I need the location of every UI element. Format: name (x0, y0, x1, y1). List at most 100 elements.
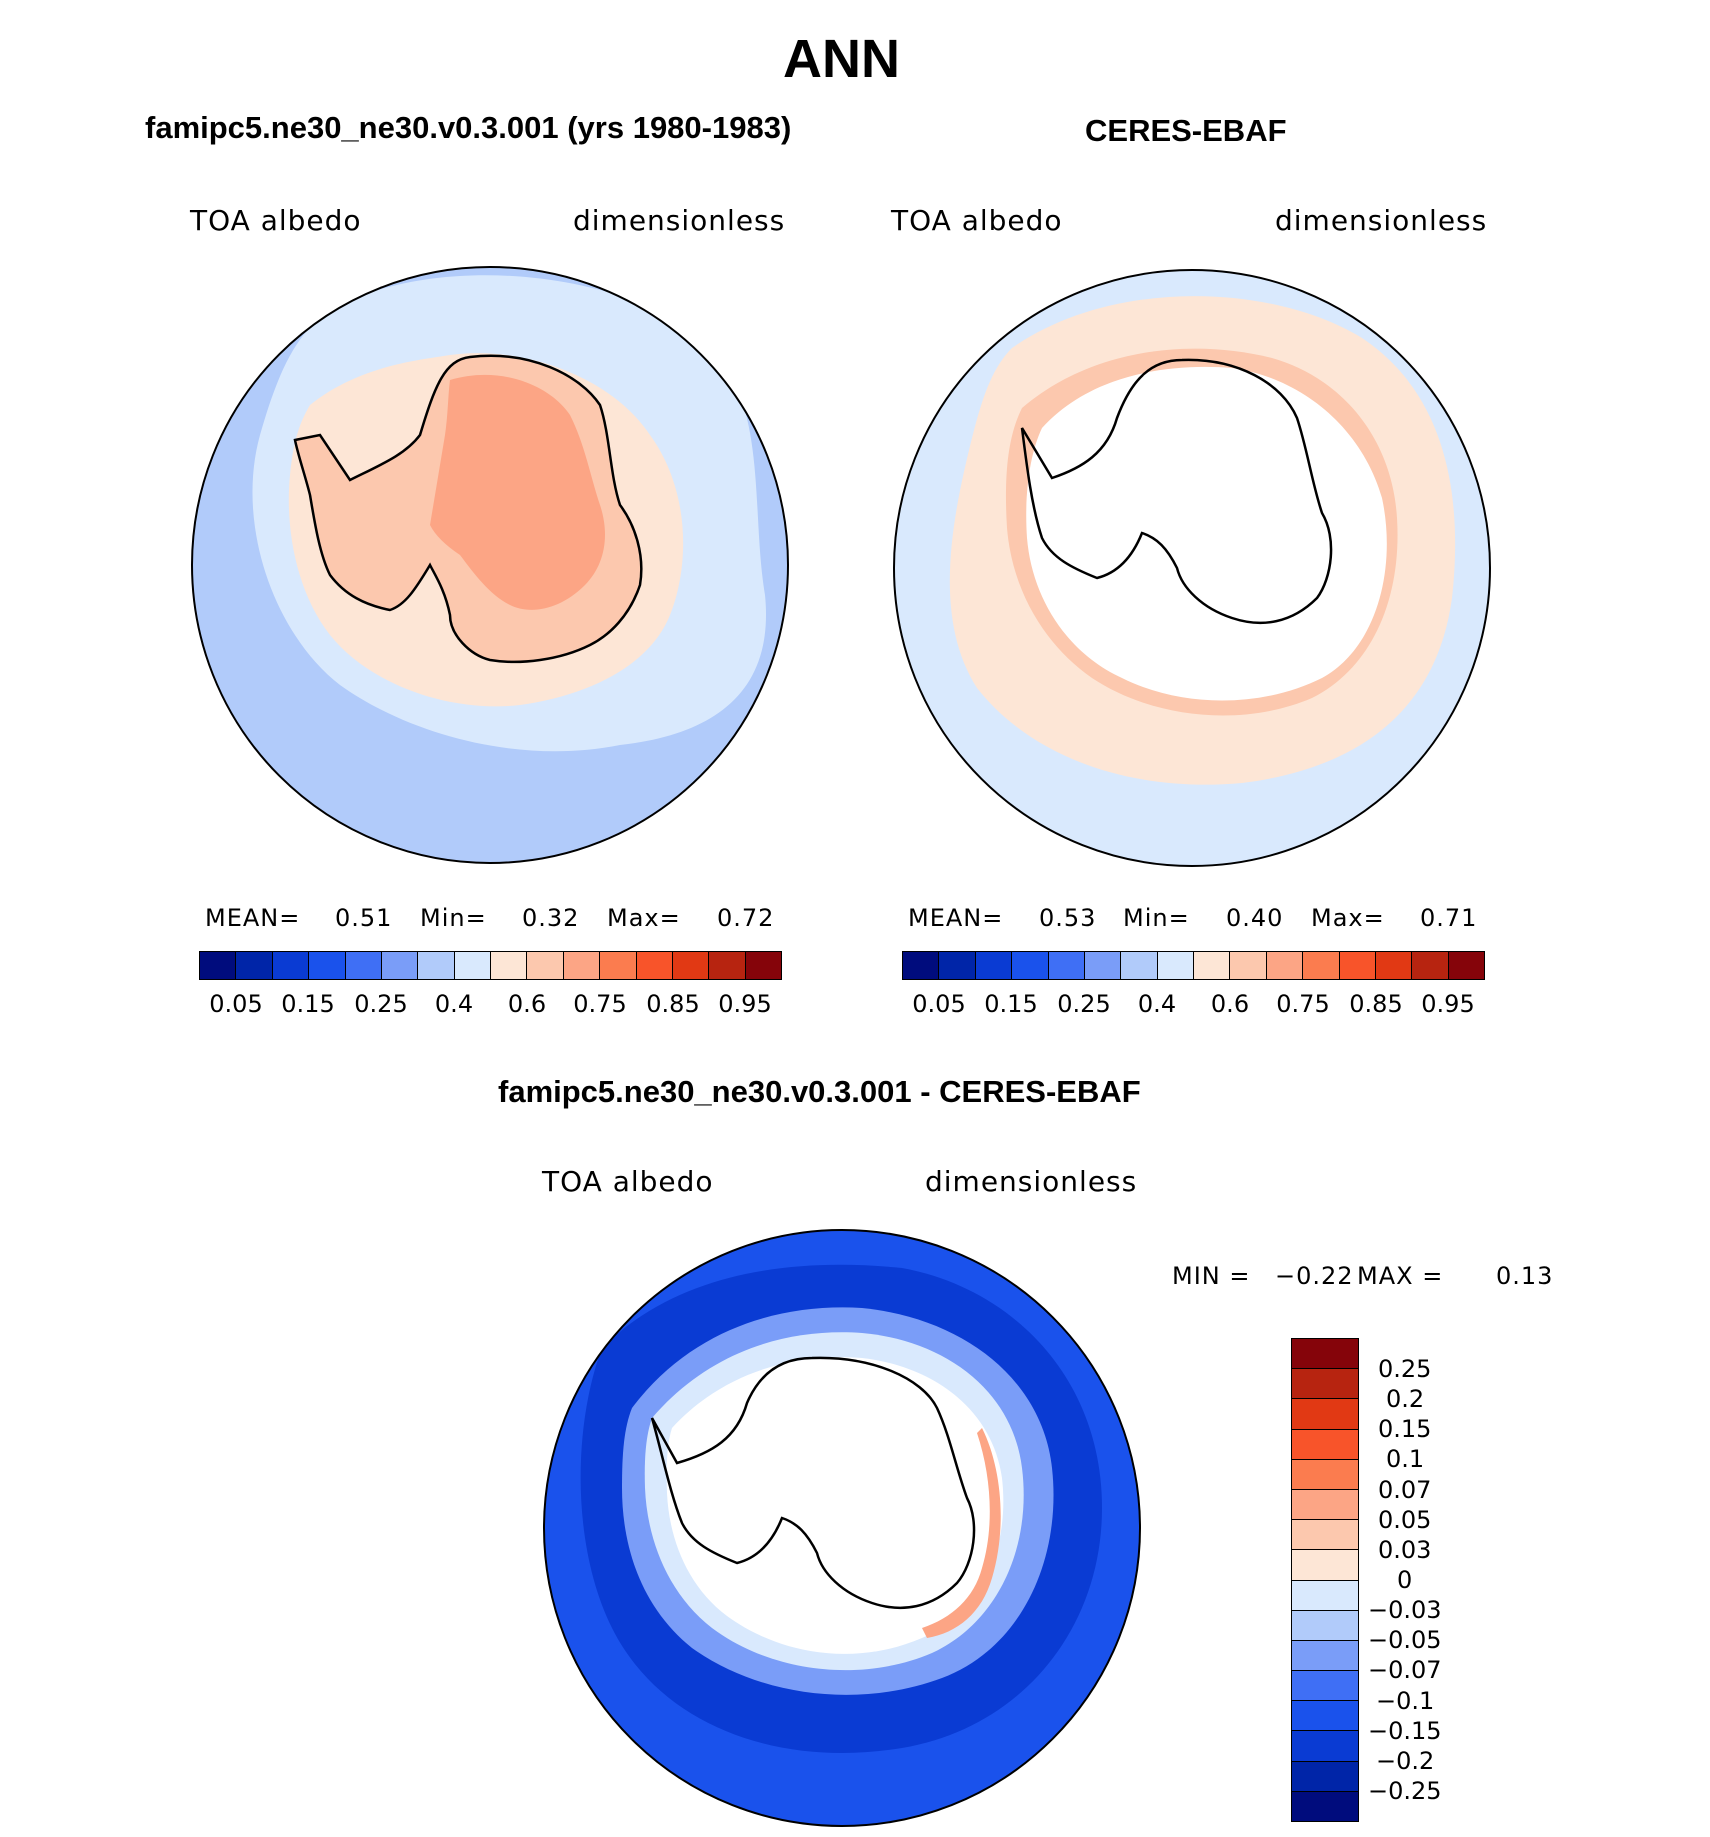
colorbar-swatch (1375, 952, 1413, 979)
colorbar-swatch (1157, 952, 1194, 979)
diff-tick-label: −0.07 (1368, 1656, 1442, 1684)
model-min-label: Min= (420, 904, 487, 932)
obs-mean-label: MEAN= (908, 904, 1004, 932)
colorbar-swatch (1292, 1489, 1358, 1521)
diff-min-value: −0.22 (1275, 1262, 1354, 1290)
diff-min-label: MIN = (1172, 1262, 1251, 1290)
colorbar-swatch (1084, 952, 1122, 979)
obs-colorbar-ticks: 0.05 0.15 0.25 0.4 0.6 0.75 0.85 0.95 (902, 990, 1485, 1020)
colorbar-swatch (1292, 1610, 1358, 1641)
model-mean-label: MEAN= (205, 904, 301, 932)
obs-tick-label: 0.05 (912, 990, 966, 1018)
obs-tick-label: 0.4 (1137, 990, 1177, 1018)
diff-panel-title: famipc5.ne30_ne30.v0.3.001 - CERES-EBAF (498, 1074, 1141, 1109)
colorbar-swatch (272, 952, 310, 979)
model-min-value: 0.32 (522, 904, 580, 932)
colorbar-swatch (1292, 1671, 1358, 1702)
colorbar-swatch (1448, 952, 1484, 979)
model-colorbar (199, 951, 782, 980)
colorbar-swatch (200, 952, 237, 979)
colorbar-swatch (1121, 952, 1158, 979)
colorbar-swatch (1292, 1731, 1358, 1762)
colorbar-swatch (454, 952, 491, 979)
model-colorbar-ticks: 0.05 0.15 0.25 0.4 0.6 0.75 0.85 0.95 (199, 990, 782, 1020)
obs-tick-label: 0.75 (1276, 990, 1330, 1018)
obs-polar-map (893, 269, 1491, 867)
colorbar-swatch (1292, 1701, 1358, 1732)
obs-min-value: 0.40 (1226, 904, 1284, 932)
colorbar-swatch (1292, 1369, 1358, 1400)
obs-tick-label: 0.15 (984, 990, 1038, 1018)
diff-tick-label: 0.07 (1378, 1476, 1432, 1504)
obs-no-data (1026, 366, 1387, 701)
colorbar-swatch (1230, 952, 1267, 979)
colorbar-swatch (563, 952, 601, 979)
model-tick-label: 0.85 (646, 990, 700, 1018)
model-max-label: Max= (607, 904, 681, 932)
diff-tick-label: 0.15 (1378, 1415, 1432, 1443)
colorbar-swatch (636, 952, 673, 979)
model-mean-value: 0.51 (335, 904, 393, 932)
diff-tick-label: −0.03 (1368, 1596, 1442, 1624)
obs-tick-label: 0.6 (1210, 990, 1250, 1018)
colorbar-swatch (1412, 952, 1449, 979)
diff-tick-label: 0 (1397, 1566, 1413, 1594)
model-polar-map (191, 266, 789, 864)
diff-units-label: dimensionless (925, 1165, 1138, 1198)
model-tick-label: 0.75 (573, 990, 627, 1018)
model-tick-label: 0.4 (434, 990, 474, 1018)
colorbar-swatch (903, 952, 940, 979)
model-tick-label: 0.25 (354, 990, 408, 1018)
colorbar-swatch (1292, 1429, 1358, 1460)
colorbar-swatch (236, 952, 273, 979)
model-tick-label: 0.6 (507, 990, 547, 1018)
colorbar-swatch (745, 952, 781, 979)
model-variable-label: TOA albedo (190, 204, 362, 237)
colorbar-swatch (939, 952, 976, 979)
diff-tick-label: −0.2 (1376, 1747, 1435, 1775)
diff-tick-label: 0.03 (1378, 1536, 1432, 1564)
diff-max-label: MAX = (1357, 1262, 1444, 1290)
diff-colorbar-ticks: 0.25 0.2 0.15 0.1 0.07 0.05 0.03 0 −0.03… (1368, 1338, 1470, 1822)
obs-colorbar (902, 951, 1485, 980)
obs-variable-label: TOA albedo (891, 204, 1063, 237)
colorbar-swatch (309, 952, 346, 979)
colorbar-swatch (1292, 1520, 1358, 1551)
model-max-value: 0.72 (717, 904, 775, 932)
model-tick-label: 0.15 (281, 990, 335, 1018)
obs-tick-label: 0.85 (1349, 990, 1403, 1018)
colorbar-swatch (709, 952, 746, 979)
diff-tick-label: −0.1 (1376, 1687, 1435, 1715)
obs-tick-label: 0.25 (1057, 990, 1111, 1018)
diff-tick-label: −0.25 (1368, 1777, 1442, 1805)
colorbar-swatch (418, 952, 455, 979)
colorbar-swatch (1292, 1550, 1358, 1581)
diff-polar-map (543, 1229, 1141, 1827)
model-land-high (430, 374, 605, 610)
colorbar-swatch (527, 952, 564, 979)
diff-coastline (650, 1356, 976, 1610)
colorbar-swatch (1292, 1580, 1358, 1611)
colorbar-swatch (345, 952, 382, 979)
diff-tick-label: −0.05 (1368, 1626, 1442, 1654)
diff-variable-label: TOA albedo (542, 1165, 714, 1198)
colorbar-swatch (1292, 1761, 1358, 1792)
obs-mean-value: 0.53 (1039, 904, 1097, 932)
obs-tick-label: 0.95 (1421, 990, 1475, 1018)
colorbar-swatch (1303, 952, 1340, 979)
colorbar-swatch (1292, 1399, 1358, 1430)
colorbar-swatch (381, 952, 419, 979)
colorbar-swatch (975, 952, 1013, 979)
obs-coastline (1020, 358, 1333, 625)
model-tick-label: 0.05 (209, 990, 263, 1018)
colorbar-swatch (600, 952, 637, 979)
colorbar-swatch (1266, 952, 1304, 979)
colorbar-swatch (1012, 952, 1049, 979)
colorbar-swatch (672, 952, 710, 979)
figure-title: ANN (783, 29, 900, 89)
colorbar-swatch (1339, 952, 1376, 979)
model-panel-title: famipc5.ne30_ne30.v0.3.001 (yrs 1980-198… (145, 110, 792, 145)
diff-colorbar (1291, 1338, 1359, 1822)
model-units-label: dimensionless (573, 204, 786, 237)
colorbar-swatch (1292, 1640, 1358, 1672)
